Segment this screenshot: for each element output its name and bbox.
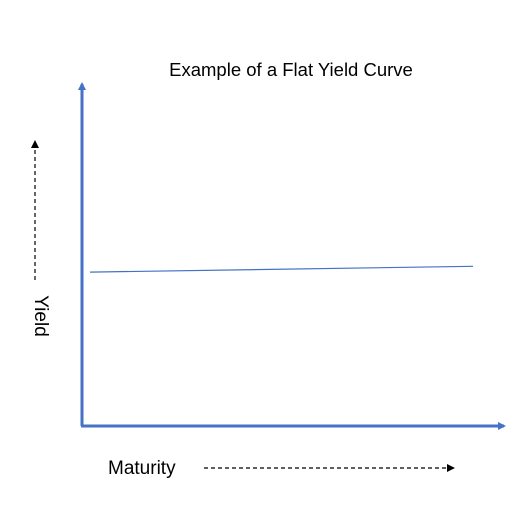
y-axis-label: Yield: [30, 295, 51, 337]
chart-title: Example of a Flat Yield Curve: [169, 59, 413, 80]
x-axis-label: Maturity: [108, 458, 176, 479]
yield-curve-line: [89, 265, 474, 273]
